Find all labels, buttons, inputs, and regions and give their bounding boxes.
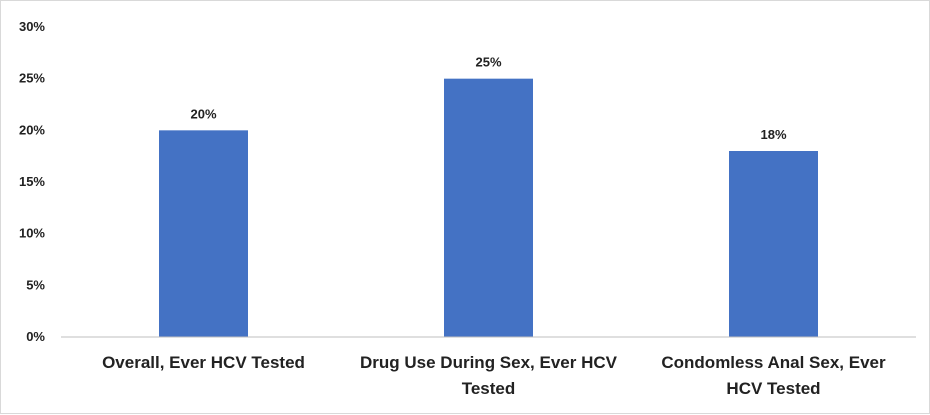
x-category-label: Tested <box>462 379 516 398</box>
bars-group <box>159 78 818 338</box>
bar-value-label: 25% <box>475 55 501 70</box>
y-tick-label: 20% <box>19 122 45 137</box>
y-tick-label: 30% <box>19 19 45 34</box>
y-tick-label: 15% <box>19 174 45 189</box>
bar-value-label: 18% <box>760 127 786 142</box>
y-tick-label: 10% <box>19 226 45 241</box>
x-category-label: Drug Use During Sex, Ever HCV <box>360 353 618 372</box>
y-axis-tick-labels: 0% 5% 10% 15% 20% 25% 30% <box>19 19 45 344</box>
y-tick-label: 25% <box>19 71 45 86</box>
bar-value-label: 20% <box>190 106 216 121</box>
bar <box>444 78 533 338</box>
category-labels-group: Overall, Ever HCV Tested Drug Use During … <box>102 353 886 398</box>
y-tick-label: 5% <box>26 277 45 292</box>
x-category-label: HCV Tested <box>726 379 820 398</box>
data-labels-group: 20% 25% 18% <box>190 55 786 142</box>
y-tick-label: 0% <box>26 329 45 344</box>
bar <box>729 151 818 337</box>
bar <box>159 130 248 337</box>
x-category-label: Overall, Ever HCV Tested <box>102 353 305 372</box>
x-category-label: Condomless Anal Sex, Ever <box>661 353 886 372</box>
